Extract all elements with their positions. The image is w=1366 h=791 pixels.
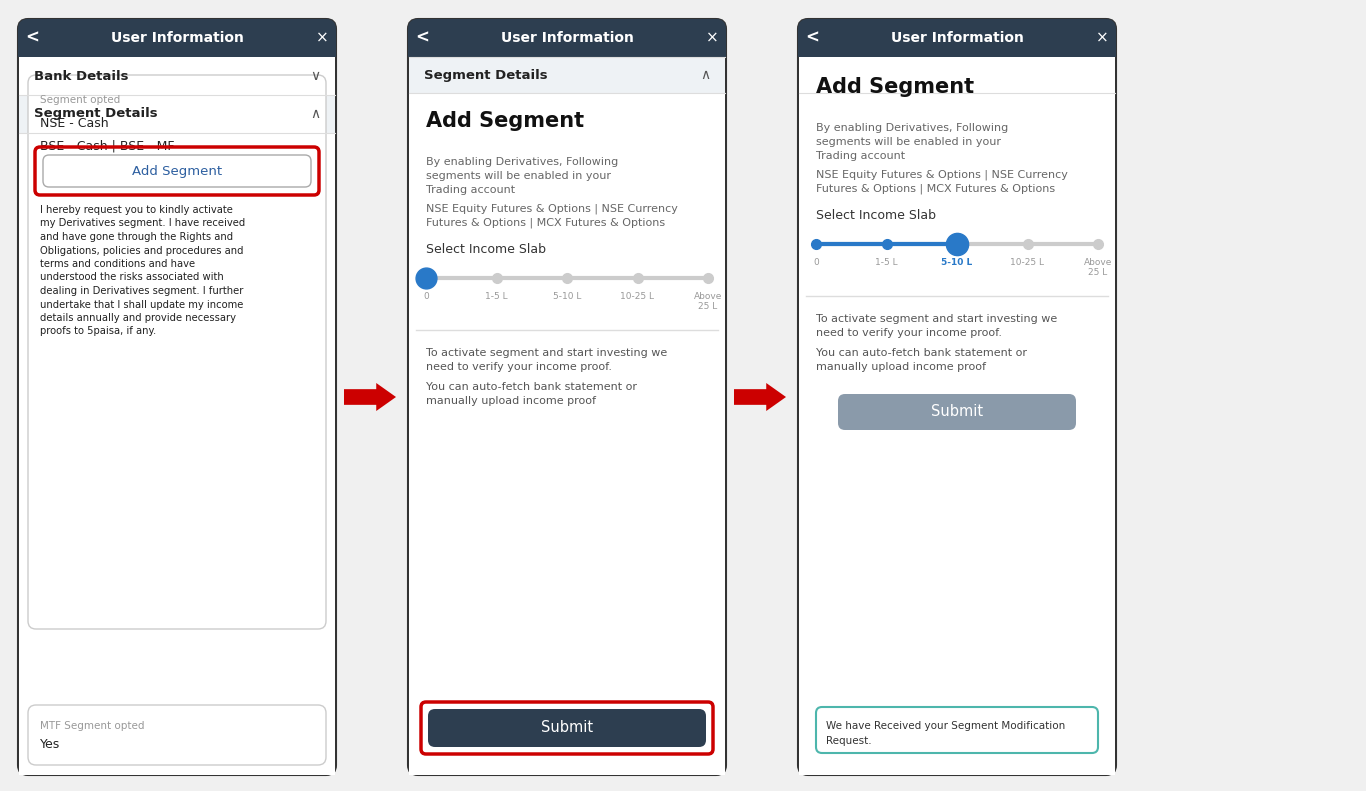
Text: By enabling Derivatives, Following: By enabling Derivatives, Following	[816, 123, 1008, 133]
FancyBboxPatch shape	[408, 19, 725, 775]
Bar	[19, 57, 335, 95]
Text: proofs to 5paisa, if any.: proofs to 5paisa, if any.	[40, 327, 156, 336]
Text: ×: ×	[316, 31, 328, 46]
Text: Futures & Options | MCX Futures & Options: Futures & Options | MCX Futures & Option…	[426, 217, 665, 228]
FancyBboxPatch shape	[42, 155, 311, 187]
Text: Submit: Submit	[932, 404, 984, 419]
Text: By enabling Derivatives, Following: By enabling Derivatives, Following	[426, 157, 619, 167]
Text: 10-25 L: 10-25 L	[1011, 258, 1045, 267]
Bar	[799, 57, 1115, 775]
Text: Request.: Request.	[826, 736, 872, 746]
Text: To activate segment and start investing we: To activate segment and start investing …	[816, 314, 1057, 324]
Text: segments will be enabled in your: segments will be enabled in your	[426, 171, 611, 181]
Text: manually upload income proof: manually upload income proof	[426, 396, 596, 406]
FancyBboxPatch shape	[428, 709, 706, 747]
Bar	[798, 38, 1116, 57]
Text: Select Income Slab: Select Income Slab	[816, 209, 936, 222]
Text: I hereby request you to kindly activate: I hereby request you to kindly activate	[40, 205, 232, 215]
Polygon shape	[734, 383, 785, 411]
Text: need to verify your income proof.: need to verify your income proof.	[816, 328, 1003, 338]
Text: undertake that I shall update my income: undertake that I shall update my income	[40, 300, 243, 309]
Text: 0: 0	[423, 292, 429, 301]
Text: <: <	[415, 29, 429, 47]
Text: ∧: ∧	[310, 107, 320, 121]
Text: 5-10 L: 5-10 L	[941, 258, 973, 267]
Text: Segment Details: Segment Details	[423, 69, 548, 81]
Text: understood the risks associated with: understood the risks associated with	[40, 273, 224, 282]
Text: Add Segment: Add Segment	[133, 165, 223, 177]
Text: Segment opted: Segment opted	[40, 95, 120, 105]
Bar	[408, 57, 725, 775]
Text: User Information: User Information	[111, 31, 243, 45]
Text: 0: 0	[813, 258, 818, 267]
Text: We have Received your Segment Modification: We have Received your Segment Modificati…	[826, 721, 1065, 731]
Text: terms and conditions and have: terms and conditions and have	[40, 259, 195, 269]
Text: Above
25 L: Above 25 L	[1083, 258, 1112, 278]
Text: 1-5 L: 1-5 L	[876, 258, 897, 267]
FancyBboxPatch shape	[27, 705, 326, 765]
FancyBboxPatch shape	[837, 394, 1076, 430]
Text: details annually and provide necessary: details annually and provide necessary	[40, 313, 236, 323]
Text: ∧: ∧	[699, 68, 710, 82]
Text: Above
25 L: Above 25 L	[694, 292, 723, 312]
Text: 10-25 L: 10-25 L	[620, 292, 654, 301]
FancyBboxPatch shape	[27, 75, 326, 629]
Text: my Derivatives segment. I have received: my Derivatives segment. I have received	[40, 218, 246, 229]
Text: ×: ×	[1096, 31, 1108, 46]
Text: NSE Equity Futures & Options | NSE Currency: NSE Equity Futures & Options | NSE Curre…	[816, 169, 1068, 180]
Text: NSE - Cash: NSE - Cash	[40, 117, 109, 130]
Text: Bank Details: Bank Details	[34, 70, 128, 82]
Text: User Information: User Information	[500, 31, 634, 45]
Text: ×: ×	[706, 31, 719, 46]
Text: MTF Segment opted: MTF Segment opted	[40, 721, 145, 731]
Text: need to verify your income proof.: need to verify your income proof.	[426, 362, 612, 372]
Bar	[18, 38, 336, 57]
Polygon shape	[344, 383, 396, 411]
Text: dealing in Derivatives segment. I further: dealing in Derivatives segment. I furthe…	[40, 286, 243, 296]
FancyBboxPatch shape	[408, 19, 725, 57]
Text: and have gone through the Rights and: and have gone through the Rights and	[40, 232, 234, 242]
Bar	[408, 38, 725, 57]
Text: Submit: Submit	[541, 721, 593, 736]
Text: ∨: ∨	[310, 69, 320, 83]
FancyBboxPatch shape	[798, 19, 1116, 775]
Text: Select Income Slab: Select Income Slab	[426, 243, 546, 256]
Text: Futures & Options | MCX Futures & Options: Futures & Options | MCX Futures & Option…	[816, 183, 1055, 194]
Text: You can auto-fetch bank statement or: You can auto-fetch bank statement or	[816, 348, 1027, 358]
Text: <: <	[25, 29, 40, 47]
Text: Yes: Yes	[40, 739, 60, 751]
Text: NSE Equity Futures & Options | NSE Currency: NSE Equity Futures & Options | NSE Curre…	[426, 203, 678, 214]
Text: 1-5 L: 1-5 L	[485, 292, 508, 301]
Text: User Information: User Information	[891, 31, 1023, 45]
Bar	[19, 95, 335, 133]
FancyBboxPatch shape	[18, 19, 336, 775]
FancyBboxPatch shape	[798, 19, 1116, 57]
Text: Trading account: Trading account	[816, 151, 906, 161]
Text: 5-10 L: 5-10 L	[553, 292, 581, 301]
Text: BSE - Cash | BSE - MF: BSE - Cash | BSE - MF	[40, 139, 175, 152]
Text: You can auto-fetch bank statement or: You can auto-fetch bank statement or	[426, 382, 637, 392]
FancyBboxPatch shape	[18, 19, 336, 57]
Text: Obligations, policies and procedures and: Obligations, policies and procedures and	[40, 245, 243, 255]
Text: segments will be enabled in your: segments will be enabled in your	[816, 137, 1001, 147]
Text: manually upload income proof: manually upload income proof	[816, 362, 986, 372]
Text: To activate segment and start investing we: To activate segment and start investing …	[426, 348, 667, 358]
Text: Segment Details: Segment Details	[34, 108, 157, 120]
Text: Trading account: Trading account	[426, 185, 515, 195]
Bar	[408, 57, 725, 93]
FancyBboxPatch shape	[816, 707, 1098, 753]
Text: Add Segment: Add Segment	[816, 77, 974, 97]
Text: Add Segment: Add Segment	[426, 111, 585, 131]
Bar	[19, 57, 335, 775]
Text: <: <	[805, 29, 820, 47]
